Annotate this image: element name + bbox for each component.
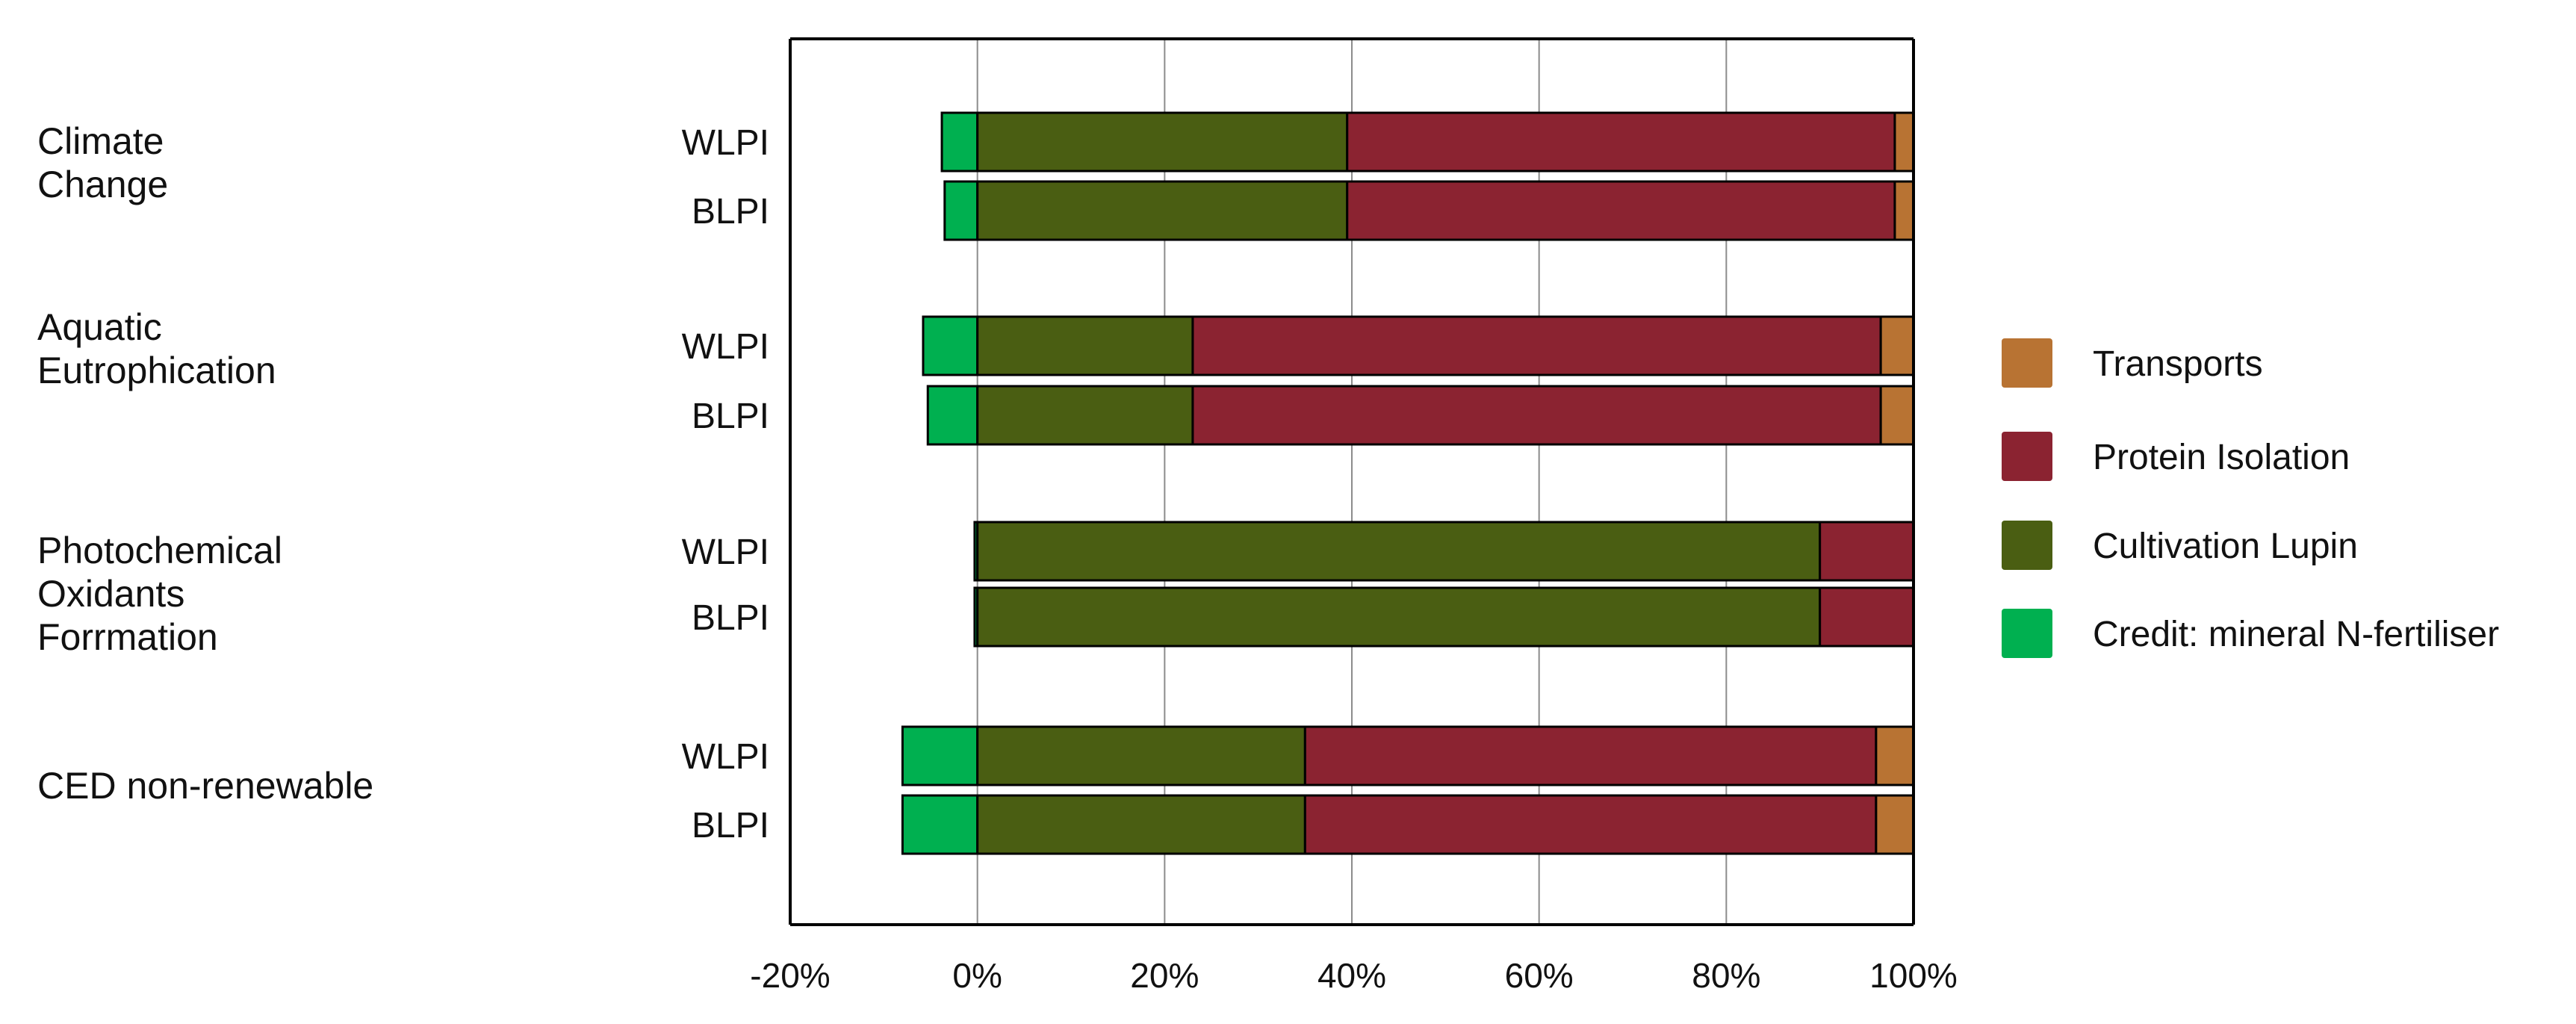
bar-label: BLPI <box>692 598 769 638</box>
legend-swatch <box>2002 521 2052 570</box>
legend-swatch <box>2002 609 2052 658</box>
bar-segment <box>1191 385 1882 446</box>
bar-segment <box>976 315 1194 376</box>
x-tick-label: -20% <box>750 956 830 995</box>
bar-label: WLPI <box>682 123 769 163</box>
group-label-line: Forrmation <box>37 616 218 658</box>
bar-segment <box>1893 180 1915 241</box>
bar-segment <box>1875 794 1915 855</box>
x-tick-label: 0% <box>952 956 1002 995</box>
bar-segment <box>976 794 1306 855</box>
bar-label: WLPI <box>682 327 769 367</box>
legend-label: Transports <box>2093 344 2263 384</box>
bar-segment <box>976 521 1822 582</box>
bar-label: BLPI <box>692 192 769 232</box>
bar-segment <box>1893 111 1915 173</box>
x-tick-label: 60% <box>1505 956 1574 995</box>
x-tick-label: 80% <box>1692 956 1760 995</box>
bar-label: WLPI <box>682 533 769 572</box>
bar-segment <box>976 111 1349 173</box>
bar-segment-credit <box>901 794 979 855</box>
bar-segment-credit <box>901 725 979 786</box>
bar-segment <box>1303 794 1878 855</box>
bar-label: BLPI <box>692 806 769 845</box>
bar-segment-credit <box>922 315 979 376</box>
bar-segment <box>1819 586 1915 648</box>
bar-segment-credit <box>943 180 979 241</box>
bar-segment <box>1346 180 1896 241</box>
bar-label: WLPI <box>682 737 769 777</box>
group-label-line: Photochemical <box>37 530 282 571</box>
legend-label: Cultivation Lupin <box>2093 527 2358 566</box>
x-tick-label: 20% <box>1130 956 1199 995</box>
bar-segment <box>1819 521 1915 582</box>
legend-label: Credit: mineral N-fertiliser <box>2093 615 2499 654</box>
bar-segment <box>1879 315 1915 376</box>
group-label: Aquatic Eutrophication <box>37 306 276 391</box>
legend-swatch <box>2002 338 2052 388</box>
group-label-line: CED non-renewable <box>37 765 373 807</box>
bar-segment <box>976 385 1194 446</box>
group-label-line: Oxidants <box>37 573 184 615</box>
group-label-line: Eutrophication <box>37 350 276 391</box>
group-label: Climate Change <box>37 120 168 205</box>
bar-segment <box>1303 725 1878 786</box>
legend-swatch <box>2002 432 2052 481</box>
group-label-line: Change <box>37 164 168 205</box>
bar-segment <box>1191 315 1882 376</box>
bar-segment <box>1879 385 1915 446</box>
legend-label: Protein Isolation <box>2093 438 2350 477</box>
x-tick-label: 100% <box>1869 956 1958 995</box>
group-label: CED non-renewable <box>37 765 373 807</box>
bar-segment <box>976 180 1349 241</box>
bar-segment-credit <box>940 111 979 173</box>
bar-segment <box>1346 111 1896 173</box>
x-tick-label: 40% <box>1318 956 1386 995</box>
group-label-line: Climate <box>37 120 164 162</box>
bar-segment <box>976 725 1306 786</box>
bar-segment-credit <box>926 385 979 446</box>
bar-segment <box>976 586 1822 648</box>
bar-segment <box>1875 725 1915 786</box>
bar-label: BLPI <box>692 397 769 436</box>
group-label: Photochemical Oxidants Forrmation <box>37 530 282 658</box>
group-label-line: Aquatic <box>37 306 162 348</box>
